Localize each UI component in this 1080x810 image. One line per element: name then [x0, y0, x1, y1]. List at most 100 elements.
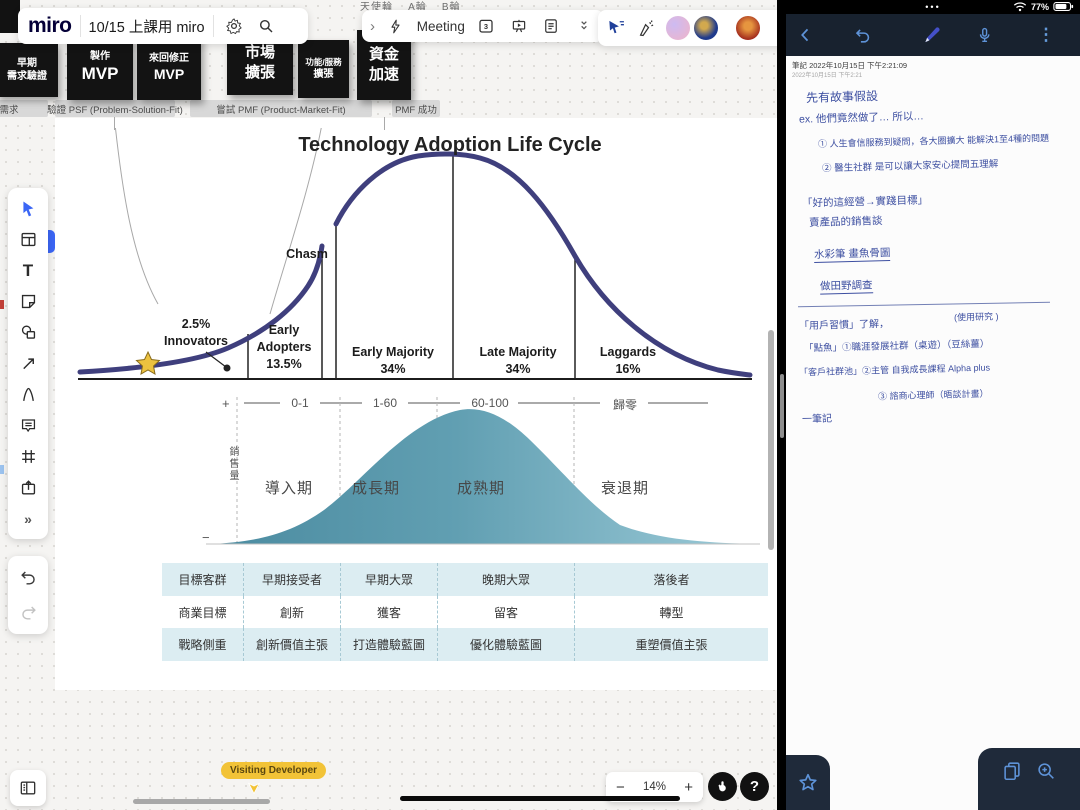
handwriting-line: 賣產品的銷售談 [808, 215, 883, 229]
handwriting-line: 「用戶習慣」了解， [798, 318, 890, 333]
more-tools[interactable]: » [24, 510, 32, 527]
miro-app: 天使輪 A輪 B輪 早期 需求驗證 製作 MVP 來回修正 MVP 市場 擴張 … [0, 0, 777, 810]
plc-range-zero: 歸零 [612, 398, 637, 412]
search-icon[interactable] [254, 14, 278, 38]
plc-range-1-60: 1-60 [372, 396, 398, 410]
sticky-feature-expansion[interactable]: 功能/服務 擴張 [298, 40, 349, 98]
handwriting-line: (使用研究 ) [953, 311, 999, 323]
talc-laggards-label: Laggards 16% [599, 345, 657, 376]
redo-icon[interactable] [12, 598, 44, 627]
battery-percentage: 77% [1030, 1, 1049, 12]
shapes-tool[interactable] [12, 318, 44, 347]
divider [79, 15, 81, 37]
text-tool[interactable]: T [22, 260, 34, 280]
lightning-icon[interactable] [384, 14, 408, 38]
templates-tool[interactable] [12, 225, 44, 254]
pages-icon[interactable] [1001, 760, 1023, 782]
visitor-cursor-tag: Visiting Developer [221, 762, 327, 779]
zoom-level[interactable]: 14% [642, 781, 667, 793]
sticky-iterate-mvp[interactable]: 來回修正 MVP [137, 36, 201, 100]
connector-tick [384, 117, 385, 130]
undo-icon[interactable] [12, 563, 44, 592]
handwriting-line: ex. 他們竟然做了… 所以… [798, 110, 924, 126]
calendar-icon[interactable]: 3 [474, 14, 498, 38]
plc-range-60-100: 60-100 [471, 396, 509, 410]
table-row: 目標客群 早期接受者 早期大眾 晚期大眾 落後者 [162, 563, 768, 596]
plc-y-axis-label: 銷售量 [227, 446, 238, 482]
miro-tool-palette: T [8, 188, 48, 539]
phase-label-pmf[interactable]: 嘗試 PMF (Product-Market-Fit) [190, 100, 372, 117]
meeting-label[interactable]: Meeting [416, 18, 465, 34]
laser-pen-icon[interactable] [634, 16, 658, 40]
arrow-tool[interactable] [12, 349, 44, 378]
phase-label-pmf-success[interactable]: PMF 成功 [392, 100, 440, 117]
phase-label-demand[interactable]: 需求 [0, 100, 48, 117]
pen-tool[interactable] [12, 380, 44, 409]
split-view-divider [777, 0, 786, 810]
collaborator-avatar[interactable] [664, 14, 692, 42]
wifi-icon [1013, 2, 1027, 12]
pen-icon[interactable] [918, 25, 944, 46]
zoom-in-icon[interactable] [1035, 760, 1057, 782]
zoom-in-button[interactable]: + [684, 778, 693, 796]
follow-cursor-icon[interactable] [604, 16, 628, 40]
undo-icon[interactable] [850, 26, 874, 45]
help-button[interactable]: ? [740, 772, 769, 801]
sticky-early-demand[interactable]: 早期 需求驗證 [0, 43, 58, 97]
collapse-chevrons-icon[interactable] [572, 14, 596, 38]
kebab-menu-icon[interactable]: ⋮ [1037, 25, 1055, 44]
strategy-table: 目標客群 早期接受者 早期大眾 晚期大眾 落後者 商業目標 創新 獲客 留客 轉… [162, 563, 768, 661]
microphone-icon[interactable] [972, 26, 996, 45]
plc-stage-growth: 成長期 [351, 480, 400, 497]
sticky-build-mvp[interactable]: 製作 MVP [67, 36, 133, 100]
panel-notch[interactable] [48, 230, 55, 253]
bring-to-me-button[interactable] [708, 772, 737, 801]
canvas-vertical-scrollbar[interactable] [768, 330, 774, 550]
upload-tool[interactable] [12, 473, 44, 502]
frame-tool[interactable] [12, 442, 44, 471]
handwriting-line: ① 人生會信服務到疑問，各大圈擴大 能解決1至4種的問題 [817, 132, 1050, 150]
talc-early-adopters-label: Early Adopters 13.5% [256, 323, 312, 371]
canvas-edge-object [0, 465, 4, 474]
plc-stage-decline: 衰退期 [600, 480, 649, 497]
miro-top-bar: miro 10/15 上課用 miro [18, 8, 308, 44]
expand-chevron-icon[interactable]: › [370, 17, 375, 35]
plc-stage-maturity: 成熟期 [456, 480, 505, 497]
canvas-horizontal-scrollbar[interactable] [133, 799, 270, 804]
handwriting-line: 做田野調查 [819, 277, 873, 295]
split-view-handle[interactable] [779, 374, 784, 438]
canvas-edge-object [0, 300, 4, 309]
product-life-cycle-chart [206, 397, 760, 545]
select-cursor-tool[interactable] [12, 194, 44, 223]
zoom-out-button[interactable]: − [616, 778, 625, 796]
notes-toolbar: ⋮ [786, 14, 1080, 56]
talc-late-majority-label: Late Majority 34% [479, 345, 557, 376]
back-icon[interactable] [794, 26, 818, 44]
plc-range-0-1: 0-1 [291, 396, 309, 410]
partial-sticky-corner [0, 0, 20, 33]
star-icon[interactable] [797, 772, 819, 794]
table-row: 商業目標 創新 獲客 留客 轉型 [162, 596, 768, 628]
note-subtitle: 2022年10月15日 下午2:21 [792, 73, 863, 79]
collaborator-avatar[interactable] [692, 14, 720, 42]
presence-toolbar [598, 10, 777, 46]
handwriting-line: ② 醫生社群 是可以讓大家安心提問五理解 [821, 158, 999, 175]
board-title[interactable]: 10/15 上課用 miro [88, 19, 205, 36]
phase-label-psf[interactable]: 驗證 PSF (Problem-Solution-Fit) [47, 100, 183, 117]
undo-redo-palette [8, 556, 48, 634]
settings-gear-icon[interactable] [222, 14, 246, 38]
presentation-board-icon[interactable] [507, 14, 531, 38]
divider [212, 15, 214, 37]
comment-tool[interactable] [12, 411, 44, 440]
collaborator-avatar[interactable] [734, 14, 762, 42]
handwriting-line: 先有故事假設 [805, 89, 879, 105]
svg-text:3: 3 [484, 22, 488, 31]
home-indicator[interactable] [400, 796, 680, 801]
notes-doc-icon[interactable] [539, 14, 563, 38]
miro-logo[interactable]: miro [28, 14, 72, 37]
sticky-note-tool[interactable] [12, 287, 44, 316]
frames-panel-button[interactable] [10, 770, 46, 806]
split-handle-dots[interactable]: ••• [925, 2, 941, 12]
handwriting-line: ③ 諮商心理師（晤談計畫） [877, 388, 989, 402]
